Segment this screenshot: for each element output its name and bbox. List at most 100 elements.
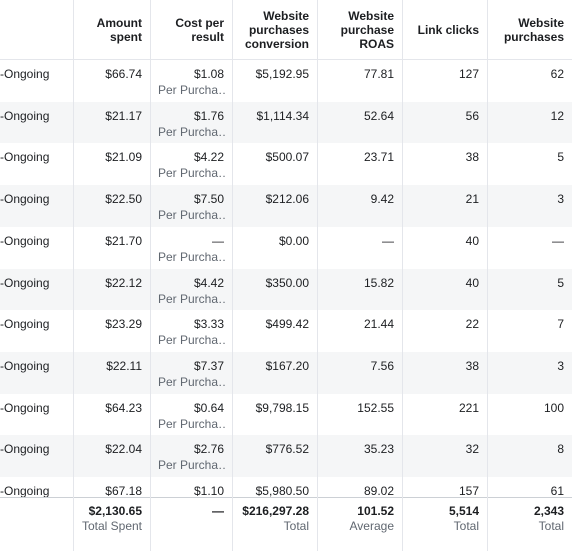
table-cell: 23.71 [363, 150, 394, 165]
table-cell: 40 [465, 275, 479, 290]
status-cell: -Ongoing [0, 442, 50, 457]
table-cell: — [212, 233, 224, 248]
table-cell: — [552, 233, 564, 248]
table-cell: 127 [458, 67, 479, 81]
table-cell: 5 [557, 275, 564, 290]
table-cell: $4.42 [193, 275, 224, 290]
footer-value: $2,130.65 [88, 504, 142, 518]
table-cell: 221 [458, 400, 479, 415]
table-cell: $22.50 [105, 192, 142, 207]
status-cell: -Ongoing [0, 192, 50, 207]
table-cell: 152.55 [357, 400, 394, 415]
table-cell: 5 [557, 150, 564, 165]
column-header: Amount spent [96, 16, 142, 44]
header-divider [0, 59, 572, 60]
table-cell: $3.33 [193, 317, 224, 332]
cost-sublabel: Per Purcha… [158, 374, 226, 389]
column-divider [317, 0, 318, 551]
table-cell: $1.76 [193, 108, 224, 123]
footer-value: $216,297.28 [242, 504, 309, 518]
cost-sublabel: Per Purcha… [158, 208, 226, 223]
status-cell: -Ongoing [0, 317, 50, 332]
column-header: Cost per result [175, 16, 224, 44]
table-cell: 157 [458, 484, 479, 497]
table-cell: 3 [557, 358, 564, 373]
table-cell: 40 [465, 233, 479, 248]
column-divider [232, 0, 233, 551]
cost-sublabel: Per Purcha… [158, 166, 226, 181]
status-cell: -Ongoing [0, 400, 50, 415]
cost-sublabel: Per Purcha… [158, 83, 226, 97]
table-cell: 21 [465, 192, 479, 207]
table-cell: 89.02 [363, 484, 394, 497]
cost-sublabel: Per Purcha… [158, 333, 226, 348]
table-cell: $1.10 [193, 484, 224, 497]
table-cell: $22.04 [105, 442, 142, 457]
column-header: Link clicks [417, 23, 479, 37]
status-cell: -Ongoing [0, 358, 50, 373]
column-divider [150, 0, 151, 551]
table-cell: 100 [543, 400, 564, 415]
table-cell: $7.50 [193, 192, 224, 207]
table-cell: 3 [557, 192, 564, 207]
table-cell: $167.20 [265, 358, 309, 373]
table-cell: $21.17 [105, 108, 142, 123]
table-cell: $1,114.34 [256, 108, 310, 123]
status-cell: -Ongoing [0, 484, 50, 497]
table-cell: 7.56 [370, 358, 394, 373]
table-cell: $9,798.15 [255, 400, 309, 415]
table-cell: 9.42 [370, 192, 394, 207]
status-cell: -Ongoing [0, 108, 50, 123]
table-cell: $212.06 [265, 192, 309, 207]
table-cell: 15.82 [363, 275, 394, 290]
table-cell: $64.23 [105, 400, 142, 415]
row-background [0, 101, 572, 144]
table-cell: $4.22 [193, 150, 224, 165]
table-cell: $1.08 [193, 67, 224, 81]
cost-sublabel: Per Purcha… [158, 291, 226, 306]
footer-label: Total [453, 519, 479, 533]
status-cell: -Ongoing [0, 233, 50, 248]
table-footer: $2,130.65 Total Spent — $216,297.28 Total 101… [0, 497, 572, 551]
table-cell: $22.11 [106, 358, 142, 373]
footer-value: 101.52 [357, 504, 394, 518]
table-cell: 38 [465, 358, 479, 373]
table-body: -Ongoing $66.74 $1.08 $5,192.95 77.81 127 62 Pe… [0, 60, 572, 497]
column-header: Website purchase ROAS [340, 9, 394, 51]
row-background [0, 268, 572, 311]
footer-label: Average [349, 519, 394, 533]
status-cell: -Ongoing [0, 275, 50, 290]
table-cell: 7 [557, 317, 564, 332]
cost-sublabel: Per Purcha… [158, 249, 226, 264]
table-cell: 35.23 [363, 442, 394, 457]
table-cell: 32 [465, 442, 479, 457]
table-cell: $66.74 [105, 67, 142, 81]
column-header: Website purchases [503, 16, 564, 44]
table-cell: $23.29 [105, 317, 142, 332]
table-cell: $0.64 [193, 400, 224, 415]
table-cell: $776.52 [265, 442, 309, 457]
table-cell: 77.81 [363, 67, 394, 81]
table-cell: — [382, 233, 394, 248]
cost-sublabel: Per Purcha… [158, 458, 226, 473]
footer-value: — [212, 504, 224, 518]
table-cell: $21.09 [105, 150, 142, 165]
table-cell: $350.00 [265, 275, 309, 290]
table-cell: $67.18 [105, 484, 142, 497]
cost-sublabel: Per Purcha… [158, 416, 226, 431]
table-cell: 56 [465, 108, 479, 123]
table-cell: 22 [465, 317, 479, 332]
table-cell: 38 [465, 150, 479, 165]
status-cell: -Ongoing [0, 67, 50, 81]
table-cell: $7.37 [193, 358, 224, 373]
table-cell: $500.07 [265, 150, 309, 165]
column-divider [487, 0, 488, 551]
table-cell: $5,192.95 [255, 67, 309, 81]
table-cell: 52.64 [363, 108, 394, 123]
table-cell: $499.42 [265, 317, 309, 332]
table-cell: 21.44 [363, 317, 394, 332]
table-cell: 62 [550, 67, 564, 81]
row-background [0, 435, 572, 477]
table-cell: $21.70 [105, 233, 142, 248]
